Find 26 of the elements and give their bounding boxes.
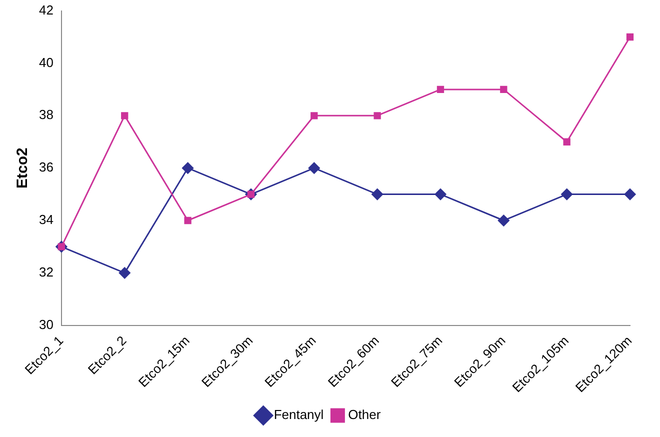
- legend-label: Other: [348, 407, 382, 422]
- point: [310, 112, 318, 120]
- point: [561, 188, 573, 200]
- point: [624, 188, 636, 200]
- y-tick-label: 38: [38, 107, 54, 122]
- point: [184, 216, 192, 224]
- point: [374, 112, 381, 120]
- point: [434, 188, 446, 200]
- point: [563, 138, 570, 146]
- point: [500, 86, 508, 94]
- point: [308, 162, 320, 174]
- y-tick-label: 34: [38, 212, 54, 228]
- y-tick-label: 30: [38, 316, 54, 332]
- y-tick-label: 32: [38, 264, 54, 280]
- point: [626, 33, 634, 41]
- y-tick-label: 36: [38, 160, 54, 175]
- y-tick-label: 42: [38, 2, 54, 18]
- point: [118, 267, 130, 279]
- point: [372, 188, 384, 200]
- y-tick-label: 40: [38, 54, 54, 70]
- point: [121, 112, 128, 120]
- point: [182, 162, 194, 174]
- y-axis-title: Etco2: [14, 148, 32, 189]
- point: [436, 86, 444, 94]
- legend-label: Fentanyl: [274, 407, 324, 422]
- point: [498, 214, 510, 226]
